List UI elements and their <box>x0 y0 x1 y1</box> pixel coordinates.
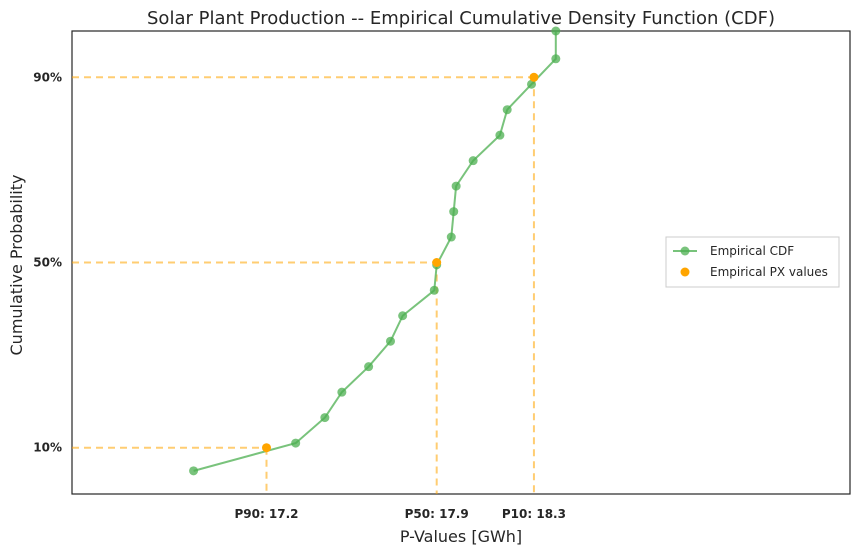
cdf-point <box>364 362 374 372</box>
y-axis-label: Cumulative Probability <box>7 175 26 356</box>
x-axis-label: P-Values [GWh] <box>400 527 522 546</box>
cdf-point <box>502 105 512 115</box>
y-tick-label: 90% <box>33 70 62 84</box>
legend-box <box>665 236 840 288</box>
legend-cdf-label: Empirical CDF <box>710 244 794 258</box>
cdf-point <box>385 336 395 346</box>
chart-title: Solar Plant Production -- Empirical Cumu… <box>147 8 775 29</box>
cdf-point <box>449 207 459 217</box>
cdf-point <box>337 387 347 397</box>
cdf-point <box>189 466 199 476</box>
cdf-point <box>446 232 456 242</box>
cdf-point <box>451 181 461 191</box>
x-tick-labels: P90: 17.2 P50: 17.9 P10: 18.3 <box>234 507 566 521</box>
cdf-point <box>551 54 561 64</box>
y-tick-labels: 10% 50% 90% <box>33 70 62 454</box>
y-tick-label: 10% <box>33 441 62 455</box>
cdf-line <box>193 31 557 472</box>
cdf-point <box>429 285 439 295</box>
px-point <box>529 72 539 82</box>
cdf-point <box>468 156 478 166</box>
cdf-point <box>527 79 537 89</box>
cdf-point <box>551 26 561 36</box>
cdf-point <box>495 130 505 140</box>
legend-cdf-marker <box>680 246 690 256</box>
px-point <box>262 443 271 453</box>
px-point <box>432 258 442 267</box>
y-tick-label: 50% <box>33 256 62 270</box>
cdf-point <box>320 413 330 423</box>
legend-px-marker <box>680 267 690 277</box>
x-tick-label: P90: 17.2 <box>234 507 298 521</box>
x-tick-label: P10: 18.3 <box>502 507 566 521</box>
legend-px-label: Empirical PX values <box>710 265 828 279</box>
cdf-point <box>398 311 408 321</box>
px-guide-lines <box>72 76 535 494</box>
x-tick-label: P50: 17.9 <box>405 507 469 521</box>
cdf-point <box>291 438 301 448</box>
px-series <box>262 72 539 453</box>
legend: Empirical CDF Empirical PX values <box>665 236 840 288</box>
